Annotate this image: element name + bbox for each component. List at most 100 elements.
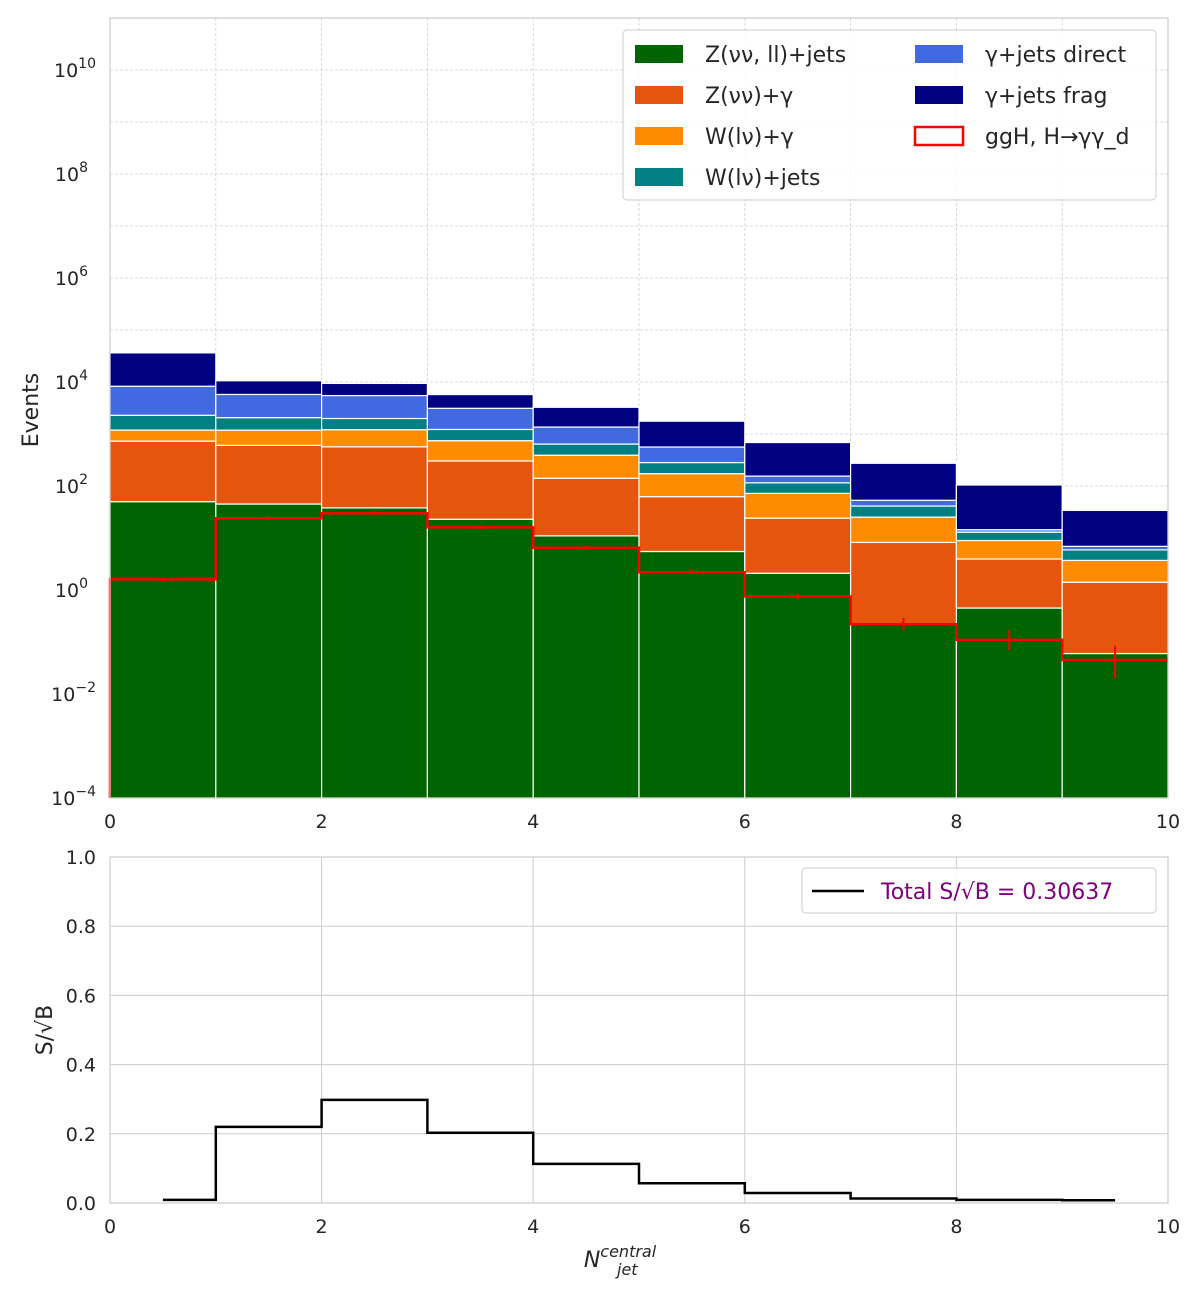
legend-entry: ggH, H→γγ_d	[913, 125, 1129, 150]
events-x-ticks: 0 2 4 6 8 10	[104, 811, 1180, 833]
bar	[849, 623, 957, 799]
x-tick-label: 8	[950, 1216, 962, 1238]
y-tick-base: 10	[51, 788, 75, 810]
bar	[321, 394, 429, 420]
bar	[215, 417, 323, 431]
x-tick-label: 4	[527, 1216, 539, 1238]
y-tick-label: 100	[55, 576, 88, 602]
x-tick-label: 0	[104, 811, 116, 833]
y-tick-exponent: 8	[79, 160, 88, 176]
x-tick-label: 2	[316, 1216, 328, 1238]
y-tick-exponent: 0	[79, 576, 88, 592]
y-tick-label: 1.0	[66, 847, 96, 869]
y-tick-exponent: 6	[79, 264, 88, 280]
bar	[849, 541, 957, 625]
y-tick-label: 0.0	[66, 1193, 96, 1215]
bar	[426, 440, 534, 462]
events-legend: Z(νν, ll)+jets Z(νν)+γ W(lν)+γ W(lν)+jets γ+…	[622, 29, 1157, 201]
x-tick-label: 2	[316, 811, 328, 833]
legend-patch	[915, 45, 963, 63]
x-tick-label: 10	[1156, 811, 1180, 833]
bar	[744, 441, 852, 477]
bar	[1061, 581, 1169, 655]
bar	[215, 380, 323, 396]
bar	[1061, 509, 1169, 547]
x-tick-label: 6	[739, 811, 751, 833]
signal-point	[1113, 658, 1118, 663]
legend-label: Total S/√B = 0.30637	[880, 880, 1113, 905]
y-tick-exponent: −4	[75, 784, 96, 800]
legend-box	[801, 867, 1157, 914]
bar	[321, 417, 429, 431]
events-y-axis-label: Events	[19, 373, 44, 448]
bar	[321, 507, 429, 799]
y-tick-label: 104	[55, 368, 88, 394]
bar	[109, 414, 217, 431]
bar	[955, 558, 1063, 609]
signal-point	[795, 594, 800, 599]
legend-label: γ+jets direct	[985, 43, 1126, 68]
y-tick-label: 108	[55, 160, 88, 186]
y-tick-exponent: 2	[79, 472, 88, 488]
bar	[744, 492, 852, 519]
legend-label: W(lν)+γ	[705, 125, 794, 150]
legend-entry: W(lν)+γ	[635, 125, 794, 150]
legend-label: γ+jets frag	[985, 84, 1107, 109]
legend-entry: Z(νν, ll)+jets	[635, 43, 846, 68]
y-tick-exponent: −2	[75, 680, 96, 696]
legend-entry: γ+jets direct	[915, 43, 1126, 68]
bar	[426, 428, 534, 442]
legend-box	[622, 29, 1157, 201]
significance-plot-frame	[109, 856, 1169, 1204]
signal-point	[266, 516, 271, 521]
bar	[215, 393, 323, 419]
bar	[638, 446, 746, 464]
y-tick-base: 10	[55, 164, 79, 186]
legend-label: W(lν)+jets	[705, 166, 821, 191]
legend-patch	[635, 86, 683, 104]
x-axis-label-sub: jet	[615, 1260, 638, 1279]
y-tick-base: 10	[55, 268, 79, 290]
significance-line	[162, 1098, 1116, 1202]
bar	[215, 444, 323, 505]
series--jets-frag	[109, 352, 1169, 547]
x-tick-label: 10	[1156, 1216, 1180, 1238]
significance-step-line	[162, 1098, 1116, 1202]
bar	[532, 406, 640, 428]
y-tick-exponent: 10	[78, 56, 96, 72]
y-tick-exponent: 4	[79, 368, 88, 384]
y-tick-label: 10−2	[51, 680, 96, 706]
significance-x-axis-label: Ncentral	[584, 1242, 657, 1273]
bar	[426, 394, 534, 409]
legend-patch	[635, 127, 683, 145]
bar	[321, 382, 429, 397]
bar	[744, 475, 852, 484]
bar	[744, 517, 852, 574]
y-tick-label: 1010	[54, 56, 96, 82]
signal-point	[689, 570, 694, 575]
y-tick-base: 10	[51, 684, 75, 706]
bar	[744, 482, 852, 494]
legend-entry: Z(νν)+γ	[635, 84, 793, 109]
significance-x-ticks: 0 2 4 6 8 10	[104, 1216, 1180, 1238]
legend-entry: W(lν)+jets	[635, 166, 821, 191]
events-plot-frame	[109, 17, 1169, 799]
bar	[638, 496, 746, 553]
bar	[321, 446, 429, 509]
significance-legend: Total S/√B = 0.30637	[801, 867, 1157, 914]
bar	[638, 420, 746, 448]
y-tick-label: 0.4	[66, 1055, 96, 1077]
legend-patch	[635, 45, 683, 63]
x-tick-label: 4	[527, 811, 539, 833]
significance-y-ticks: 0.0 0.2 0.4 0.6 0.8 1.0	[66, 847, 96, 1215]
signal-point	[372, 511, 377, 516]
bar	[426, 518, 534, 799]
y-tick-label: 0.6	[66, 985, 96, 1007]
bar	[109, 440, 217, 503]
bar	[955, 484, 1063, 531]
bar	[426, 407, 534, 431]
series-z-	[109, 440, 1169, 655]
bar	[638, 461, 746, 475]
